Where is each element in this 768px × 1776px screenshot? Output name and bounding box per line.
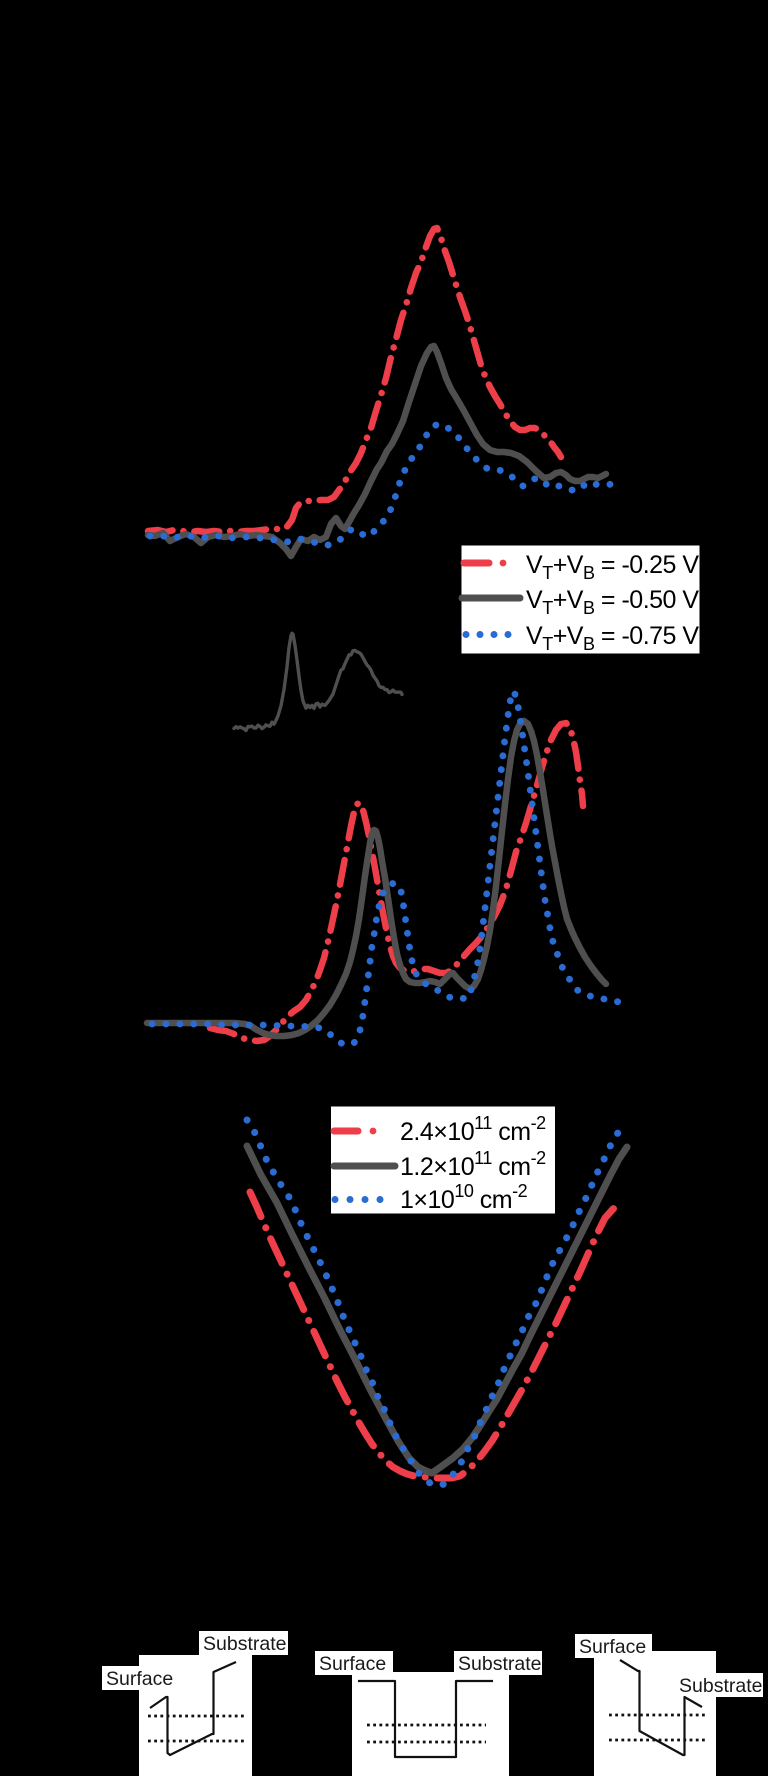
svg-text:2.4×1011 cm-2: 2.4×1011 cm-2 xyxy=(400,1113,546,1146)
svg-text:Substrate: Substrate xyxy=(458,1653,541,1675)
svg-text:VT+VB = -0.75 V: VT+VB = -0.75 V xyxy=(526,622,699,654)
svg-text:VT+VB = -0.50 V: VT+VB = -0.50 V xyxy=(526,586,699,618)
svg-text:Surface: Surface xyxy=(106,1668,173,1690)
svg-text:Substrate: Substrate xyxy=(203,1633,286,1655)
svg-text:Surface: Surface xyxy=(319,1653,386,1675)
svg-text:VT+VB = -0.25 V: VT+VB = -0.25 V xyxy=(526,551,699,583)
svg-text:Surface: Surface xyxy=(579,1636,646,1658)
svg-text:Substrate: Substrate xyxy=(679,1675,762,1697)
svg-text:1.2×1011 cm-2: 1.2×1011 cm-2 xyxy=(400,1148,546,1181)
